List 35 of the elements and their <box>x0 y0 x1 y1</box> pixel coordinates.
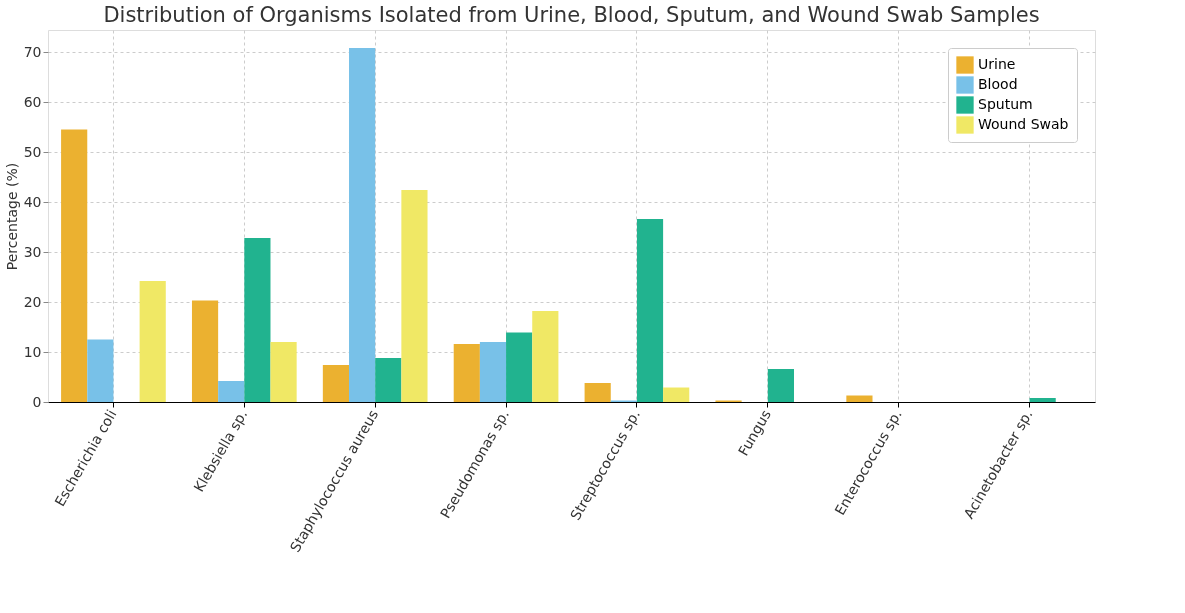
bar <box>767 369 794 402</box>
bar <box>532 311 559 402</box>
y-tick-label: 40 <box>23 193 42 210</box>
y-axis-title: Percentage (%) <box>3 162 20 271</box>
chart-title: Distribution of Organisms Isolated from Urine, Blood, Sputum, and Wound Swab Samples <box>103 3 1040 27</box>
bar <box>846 395 873 402</box>
bar <box>270 342 297 402</box>
bar <box>375 358 402 402</box>
bar <box>218 381 245 402</box>
y-tick-label: 70 <box>23 43 42 60</box>
legend-label: Urine <box>978 56 1016 72</box>
bar <box>636 219 664 402</box>
y-tick-label: 20 <box>23 293 42 310</box>
bar <box>244 238 271 402</box>
bar <box>61 129 88 402</box>
y-tick-label: 50 <box>23 143 42 160</box>
bar <box>1029 398 1056 402</box>
y-tick-label: 0 <box>32 393 42 410</box>
bar <box>506 332 533 402</box>
legend-label: Wound Swab <box>978 116 1069 132</box>
bar <box>87 339 114 402</box>
bar <box>191 300 219 402</box>
y-tick-label: 30 <box>23 243 42 260</box>
bar <box>453 344 480 402</box>
legend-label: Sputum <box>978 96 1033 112</box>
bar <box>479 342 507 402</box>
bar <box>663 387 690 402</box>
bar <box>322 365 350 402</box>
y-tick-label: 10 <box>23 343 42 360</box>
bar <box>584 383 611 402</box>
legend-label: Blood <box>978 76 1018 92</box>
bar <box>139 281 166 402</box>
y-tick-label: 60 <box>23 93 42 110</box>
bar <box>401 190 428 402</box>
bar <box>349 48 376 402</box>
